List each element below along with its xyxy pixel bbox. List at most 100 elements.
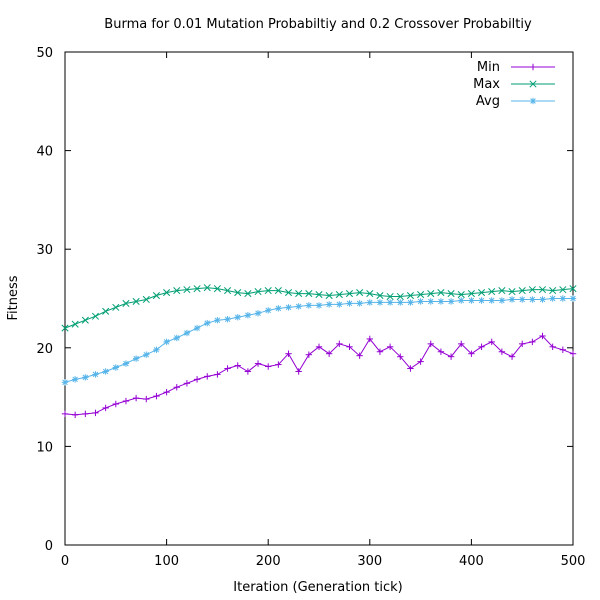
data-point-min	[397, 353, 404, 360]
data-point-max	[528, 286, 536, 294]
data-point-min	[346, 343, 353, 351]
plot-area: 0 100 200 300 400 500 0 10 20 30 40 50	[36, 46, 585, 569]
series-min	[61, 332, 577, 419]
data-point-max	[234, 289, 242, 297]
data-point-max	[102, 307, 110, 315]
legend-marker-min	[529, 63, 537, 71]
data-point-min	[254, 360, 262, 367]
data-point-avg	[315, 302, 323, 309]
data-point-min	[458, 340, 465, 348]
y-tick-label: 0	[45, 539, 53, 554]
data-point-min	[498, 348, 506, 355]
data-point-min	[305, 351, 313, 358]
data-point-max	[183, 286, 191, 294]
data-point-avg	[336, 301, 343, 308]
legend-marker-avg	[529, 97, 537, 105]
data-point-avg	[488, 297, 495, 304]
x-tick-label: 400	[459, 554, 484, 569]
plot-frame	[64, 51, 574, 546]
data-point-min	[102, 404, 109, 412]
data-point-min	[193, 376, 201, 383]
data-point-min	[204, 373, 211, 380]
data-point-max	[142, 295, 150, 304]
data-point-min	[529, 338, 536, 346]
data-point-min	[427, 340, 434, 348]
data-point-min	[244, 368, 252, 375]
data-point-min	[82, 410, 89, 418]
data-point-min	[386, 343, 394, 351]
data-point-min	[173, 384, 180, 391]
data-point-max	[325, 291, 333, 300]
data-point-avg	[498, 297, 506, 304]
x-tick-label: 0	[61, 554, 69, 569]
data-point-min	[61, 410, 69, 418]
data-point-avg	[295, 303, 302, 310]
data-point-max	[467, 290, 475, 298]
data-point-max	[91, 312, 100, 320]
data-point-min	[275, 361, 282, 368]
data-point-avg	[325, 301, 333, 308]
data-point-avg	[437, 298, 445, 305]
data-point-max	[386, 292, 394, 301]
data-point-max	[457, 291, 465, 299]
series-avg	[61, 295, 577, 386]
y-tick-label: 50	[36, 46, 53, 61]
x-tick-label: 100	[154, 554, 179, 569]
data-point-min	[417, 358, 424, 365]
data-point-avg	[265, 307, 272, 314]
data-point-min	[183, 380, 191, 387]
data-point-max	[122, 299, 130, 307]
data-point-avg	[305, 302, 313, 309]
data-point-max	[163, 289, 171, 297]
data-point-min	[143, 395, 150, 403]
data-point-avg	[376, 299, 384, 306]
data-point-avg	[285, 304, 292, 311]
x-tick-label: 500	[561, 554, 586, 569]
data-point-avg	[519, 296, 526, 303]
y-tick-label: 40	[36, 145, 53, 160]
data-point-avg	[214, 316, 221, 324]
data-point-avg	[447, 298, 455, 305]
data-point-avg	[102, 368, 109, 375]
data-point-max	[498, 287, 506, 295]
data-point-min	[549, 343, 556, 351]
data-point-avg	[407, 299, 414, 306]
y-tick-label: 30	[36, 243, 53, 258]
data-point-avg	[569, 295, 577, 302]
data-point-max	[518, 287, 526, 295]
data-point-avg	[275, 305, 282, 312]
legend-marker-max	[529, 80, 537, 88]
data-point-min	[325, 350, 333, 357]
data-point-max	[366, 290, 374, 298]
data-point-max	[488, 288, 496, 296]
data-point-max	[284, 289, 293, 297]
legend: Min Max Avg	[473, 60, 555, 109]
y-tick-label: 20	[36, 342, 53, 357]
data-point-min	[92, 409, 99, 417]
data-point-min	[132, 394, 140, 402]
data-point-max	[203, 284, 211, 292]
data-point-min	[295, 368, 302, 375]
data-point-max	[559, 286, 567, 294]
data-point-min	[214, 371, 221, 378]
series-line-avg	[64, 298, 573, 383]
data-point-max	[315, 291, 323, 299]
data-point-min	[163, 388, 170, 396]
series-max	[61, 284, 577, 332]
data-point-min	[356, 352, 363, 359]
data-point-max	[538, 286, 547, 294]
data-point-avg	[478, 297, 485, 304]
data-point-min	[447, 353, 455, 360]
data-point-max	[224, 287, 232, 295]
data-point-max	[478, 289, 486, 297]
data-point-min	[265, 363, 272, 370]
y-axis-label: Fitness	[6, 275, 21, 320]
x-tick-label: 200	[256, 554, 281, 569]
data-point-min	[366, 335, 373, 343]
data-point-avg	[397, 299, 404, 306]
data-point-min	[315, 343, 323, 351]
data-point-avg	[71, 376, 79, 383]
data-point-max	[549, 287, 557, 295]
data-point-min	[122, 397, 130, 405]
